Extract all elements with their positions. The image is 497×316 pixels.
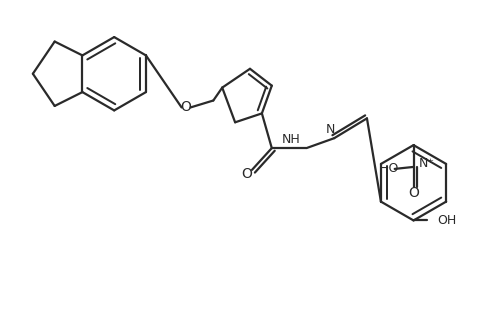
Text: N: N	[326, 123, 335, 136]
Text: O: O	[180, 100, 191, 114]
Text: NH: NH	[282, 133, 301, 146]
Text: N⁺: N⁺	[418, 157, 434, 170]
Text: OH: OH	[437, 214, 457, 227]
Text: O: O	[408, 186, 419, 200]
Text: O: O	[242, 167, 252, 181]
Text: −O: −O	[379, 162, 399, 175]
